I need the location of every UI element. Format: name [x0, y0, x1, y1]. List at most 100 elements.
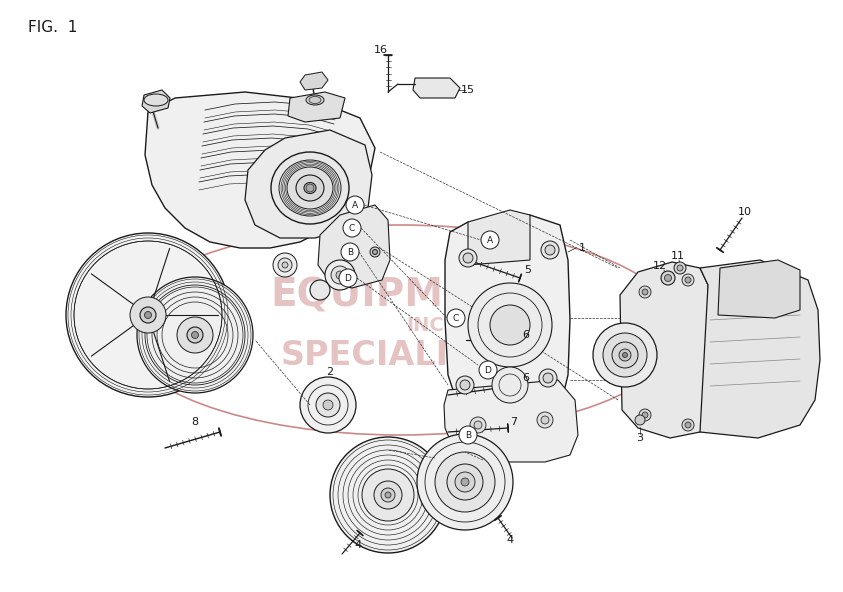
Circle shape: [316, 393, 340, 417]
Circle shape: [468, 283, 552, 367]
Circle shape: [137, 277, 253, 393]
Text: C: C: [453, 314, 459, 323]
Circle shape: [635, 415, 645, 425]
Text: D: D: [345, 274, 352, 282]
Text: 4: 4: [507, 535, 513, 545]
Circle shape: [677, 265, 683, 271]
Circle shape: [622, 352, 627, 358]
Text: EQUIPMENT: EQUIPMENT: [271, 276, 529, 314]
Text: SPECIALISTS: SPECIALISTS: [281, 339, 519, 372]
Circle shape: [674, 262, 686, 274]
Circle shape: [474, 421, 482, 429]
Circle shape: [682, 419, 694, 431]
Text: 16: 16: [374, 45, 388, 55]
Circle shape: [350, 223, 360, 233]
Circle shape: [461, 478, 469, 486]
Circle shape: [463, 253, 473, 263]
Circle shape: [381, 488, 395, 502]
Circle shape: [639, 286, 651, 298]
Text: B: B: [465, 430, 471, 439]
Text: 12: 12: [653, 261, 667, 271]
Circle shape: [682, 274, 694, 286]
Polygon shape: [145, 92, 375, 248]
Circle shape: [593, 323, 657, 387]
Circle shape: [343, 219, 361, 237]
Circle shape: [490, 305, 530, 345]
Circle shape: [685, 422, 691, 428]
Circle shape: [339, 269, 357, 287]
Ellipse shape: [309, 96, 321, 104]
Circle shape: [537, 412, 553, 428]
Circle shape: [642, 412, 648, 418]
Circle shape: [346, 196, 364, 214]
Polygon shape: [468, 210, 530, 265]
Circle shape: [459, 426, 477, 444]
Text: D: D: [485, 365, 491, 375]
Ellipse shape: [271, 152, 349, 224]
Text: 10: 10: [738, 207, 752, 217]
Text: 2: 2: [326, 367, 334, 377]
Circle shape: [455, 472, 475, 492]
Circle shape: [664, 275, 672, 282]
Circle shape: [619, 349, 631, 361]
Circle shape: [330, 437, 446, 553]
Polygon shape: [300, 72, 328, 90]
Circle shape: [130, 297, 166, 333]
Text: INC: INC: [406, 316, 444, 334]
Circle shape: [435, 452, 495, 512]
Circle shape: [460, 380, 470, 390]
Circle shape: [456, 376, 474, 394]
Text: FIG.  1: FIG. 1: [28, 20, 78, 35]
Circle shape: [479, 361, 497, 379]
Circle shape: [612, 342, 638, 368]
Polygon shape: [444, 380, 578, 462]
Circle shape: [323, 400, 333, 410]
Circle shape: [447, 309, 465, 327]
Text: 6: 6: [523, 373, 529, 383]
Circle shape: [177, 317, 213, 353]
Polygon shape: [288, 92, 345, 122]
Circle shape: [370, 247, 380, 257]
Circle shape: [273, 253, 297, 277]
Circle shape: [278, 258, 292, 272]
Circle shape: [417, 434, 513, 530]
Text: 11: 11: [671, 251, 685, 261]
Ellipse shape: [144, 94, 168, 106]
Circle shape: [331, 266, 349, 284]
Circle shape: [545, 245, 555, 255]
Circle shape: [352, 226, 357, 230]
Polygon shape: [700, 260, 820, 438]
Circle shape: [447, 464, 483, 500]
Text: 15: 15: [461, 85, 475, 95]
Circle shape: [325, 260, 355, 290]
Polygon shape: [413, 78, 460, 98]
Circle shape: [191, 332, 198, 339]
Text: 8: 8: [191, 417, 199, 427]
Polygon shape: [718, 260, 800, 318]
Circle shape: [539, 369, 557, 387]
Circle shape: [310, 280, 330, 300]
Circle shape: [306, 184, 314, 192]
Polygon shape: [445, 215, 570, 418]
Polygon shape: [620, 262, 710, 438]
Text: A: A: [352, 201, 358, 210]
Circle shape: [66, 233, 230, 397]
Circle shape: [642, 289, 648, 295]
Circle shape: [144, 311, 152, 318]
Polygon shape: [245, 130, 372, 238]
Circle shape: [541, 241, 559, 259]
Text: B: B: [347, 247, 353, 256]
Ellipse shape: [296, 175, 324, 201]
Circle shape: [543, 373, 553, 383]
Text: 7: 7: [511, 417, 518, 427]
Circle shape: [385, 492, 391, 498]
Ellipse shape: [306, 95, 324, 105]
Polygon shape: [318, 205, 390, 288]
Circle shape: [470, 417, 486, 433]
Text: 6: 6: [523, 330, 529, 340]
Text: A: A: [487, 236, 493, 244]
Text: C: C: [349, 224, 355, 233]
Circle shape: [374, 481, 402, 509]
Polygon shape: [142, 90, 170, 113]
Circle shape: [300, 377, 356, 433]
